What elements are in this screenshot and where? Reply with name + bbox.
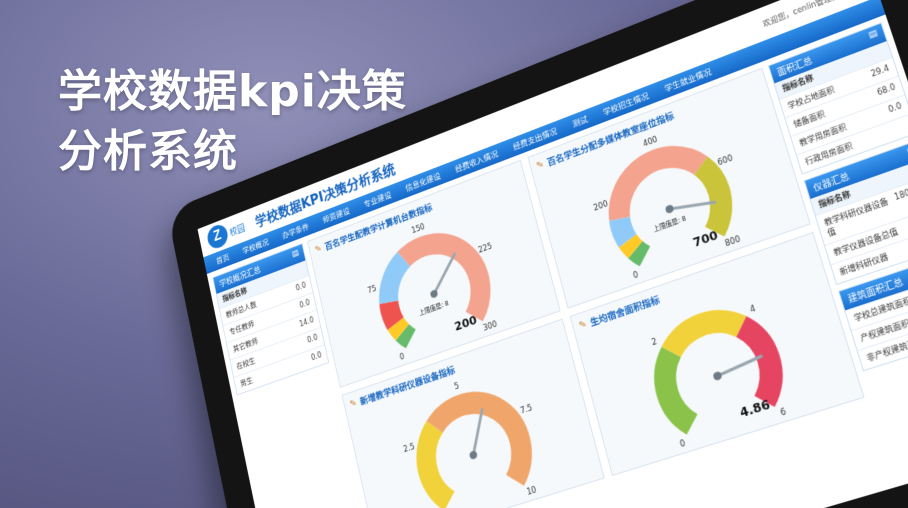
row-value: 0.0 [887,101,903,115]
gauge-band [388,302,395,325]
gauge-hub [712,370,723,382]
gauge-value-label: 200 [453,313,478,334]
gauge-chart: 0 2.5 5 7.5 10 [347,340,604,508]
gauge-tick-label: 300 [482,319,498,333]
row-value: 0.0 [310,350,323,363]
row-value: 68.0 [876,82,897,98]
tablet-screen: Z 校园 学校数据KPI决策分析系统 欢迎您，cenlin管理员 退出 首页学校… [197,0,908,508]
row-name: 男生 [239,376,254,389]
gauge-tick-label: 4 [749,303,757,314]
gauge-needle [464,410,492,456]
gauge-tick-label: 10 [526,484,538,497]
gauge-tick-label: 225 [477,241,493,255]
gauge-wrap: 0 200 400 600 800 上限值是: 8 700 [534,89,810,307]
gauge-tick-label: 75 [367,284,378,296]
gauge-hub [468,450,478,461]
logo-text: 校园 [228,223,246,239]
gauge-value-label: 4.86 [738,397,772,421]
promo-title-line-1: 学校数据kpi决策 [58,66,407,117]
gauge-band [619,218,628,242]
gauge-tick-label: 0 [632,269,640,280]
gauge-tick-label: 400 [642,135,659,149]
row-value: 29.4 [869,63,891,79]
doc-icon[interactable]: ▤ [867,28,879,41]
gauge-tick-label: 0 [679,438,687,449]
gauge-panel: ✎ 百名学生配教学计算机台数指标 0 75 150 225 300 上限值是: 8 200 [307,159,561,388]
gauge-tick-label: 600 [717,153,735,168]
logo-icon: Z [205,221,230,252]
promo-title: 学校数据kpi决策 分析系统 [58,62,407,182]
gauge-tick-label: 150 [411,222,426,236]
gauge-wrap: 0 2 4 6 4.86 [576,254,863,474]
chart-icon: ✎ [535,158,546,172]
gauge-band [402,330,411,341]
gauge-panel: ✎新增教学科研仪器设备指标02.557.510 [341,318,605,508]
tablet-device: Z 校园 学校数据KPI决策分析系统 欢迎您，cenlin管理员 退出 首页学校… [166,0,908,508]
chart-icon: ✎ [313,243,323,255]
gauge-band [381,259,413,302]
dashboard-content: 学校概况汇总 ▤ 指标名称 教师总人数 0.0 专任教师 0.0 其它教师 14.0 在校生… [207,14,908,508]
gauge-tick-label: 800 [724,234,742,249]
gauge-tick-label: 0 [399,351,406,362]
gauge-panel: ✎ 生均宿舍面积指标 0 2 4 6 4.86 [569,231,865,476]
gauge-band [628,239,636,251]
row-value: 0.0 [306,333,319,345]
gauge-wrap: 0 2.5 5 7.5 10 [347,340,604,508]
chart-icon: ✎ [577,318,588,332]
gauge-needle [670,194,715,218]
gauge-band [667,313,742,352]
gauge-tick-label: 2 [651,336,658,347]
gauge-band [657,352,692,429]
gauge-center-label: 上限值是: 8 [652,214,687,234]
gauge-band [608,145,707,218]
gauge-band [396,322,403,334]
chart-icon: ✎ [348,397,358,410]
gauge-panels: ✎ 百名学生配教学计算机台数指标 0 75 150 225 300 上限值是: 8 200 ✎ 百名… [307,67,865,508]
gauge-tick-label: 6 [779,406,787,418]
gauge-value-label: 700 [691,228,719,250]
gauge-chart: 0 2 4 6 4.86 [576,254,863,474]
gauge-band [432,390,529,501]
gauge-tick-label: 7.5 [519,403,533,416]
gauge-needle [716,356,763,376]
doc-icon[interactable]: ▤ [291,248,300,260]
gauge-hub [664,203,675,215]
gauge-center-label: 上限值是: 8 [418,299,449,317]
gauge-band [696,162,730,232]
gauge-tick-label: 200 [592,199,609,213]
gauge-tick-label: 5 [453,381,460,392]
gauge-tick-label: 2.5 [403,441,416,454]
row-value: 0.0 [295,281,307,293]
gauge-band [635,247,645,259]
gauge-wrap: 0 75 150 225 300 上限值是: 8 200 [312,180,559,386]
gauge-band [419,427,452,505]
row-value: 0.0 [298,298,311,310]
gauge-panel: ✎ 百名学生分配多媒体教室座位指标 0 200 400 600 800 上限值是: 8 700 [527,67,811,309]
promo-title-line-2: 分析系统 [58,126,238,177]
row-value: 14.0 [298,315,315,329]
